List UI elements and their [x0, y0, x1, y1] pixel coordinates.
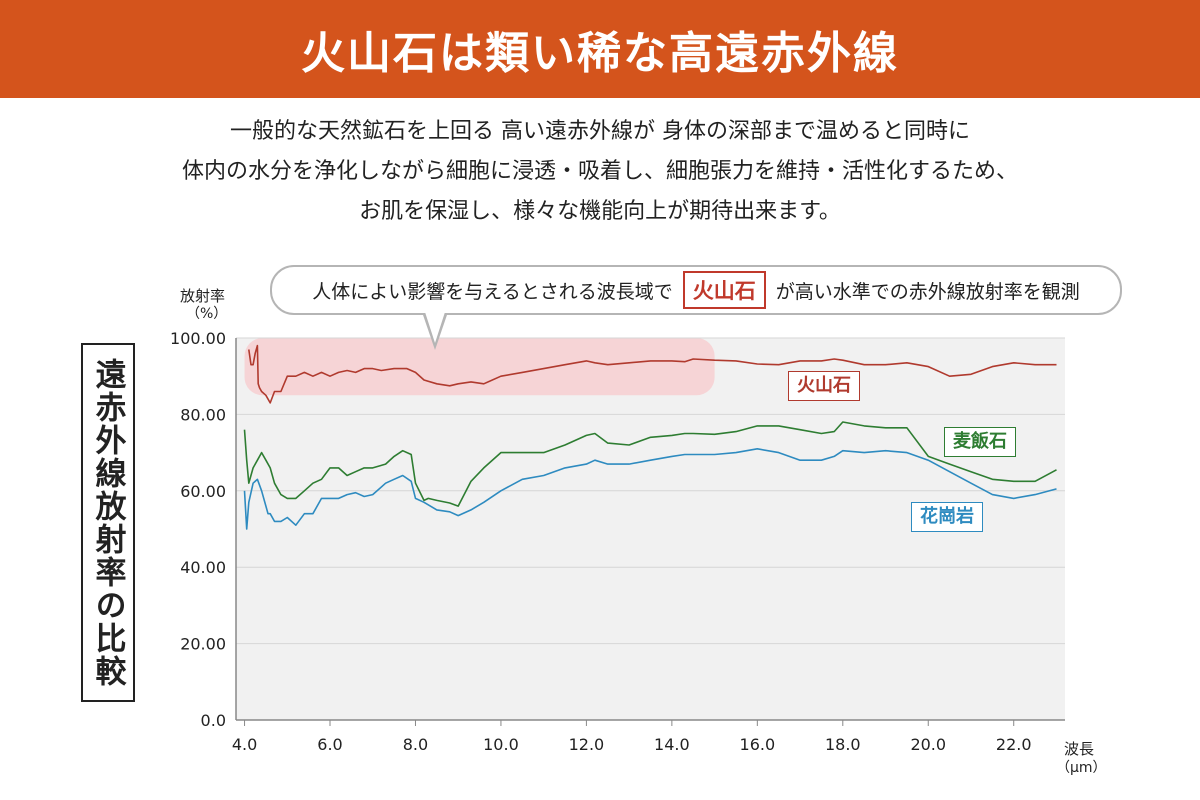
- x-tick-label: 16.0: [740, 735, 776, 754]
- series-label-bakuhan: 麦飯石: [944, 427, 1016, 457]
- x-tick-label: 20.0: [910, 735, 946, 754]
- x-axis-label: 波長: [1064, 740, 1094, 758]
- y-tick-label: 20.00: [180, 635, 226, 654]
- y-tick-label: 0.0: [201, 711, 226, 730]
- callout-highlight: 火山石: [682, 271, 766, 309]
- x-tick-label: 6.0: [317, 735, 342, 754]
- x-tick-label: 10.0: [483, 735, 519, 754]
- series-label-volcanic: 火山石: [788, 371, 860, 401]
- series-label-granite: 花崗岩: [911, 502, 983, 532]
- page-title: 火山石は類い稀な高遠赤外線: [301, 28, 899, 79]
- x-tick-label: 12.0: [569, 735, 605, 754]
- callout-text-before: 人体によい影響を与えるとされる波長域で: [312, 280, 673, 303]
- intro-line: 体内の水分を浄化しながら細胞に浸透・吸着し、細胞張力を維持・活性化するため、: [181, 159, 1018, 184]
- x-tick-label: 4.0: [232, 735, 257, 754]
- intro-text: 一般的な天然鉱石を上回る 高い遠赤外線が 身体の深部まで温めると同時に 体内の水…: [0, 112, 1200, 232]
- x-tick-label: 14.0: [654, 735, 690, 754]
- y-tick-label: 80.00: [180, 405, 226, 424]
- y-tick-label: 40.00: [180, 558, 226, 577]
- y-axis-label: 放射率: [180, 287, 225, 305]
- intro-line: 一般的な天然鉱石を上回る 高い遠赤外線が 身体の深部まで温めると同時に: [230, 119, 970, 144]
- title-banner: 火山石は類い稀な高遠赤外線: [0, 0, 1200, 98]
- x-tick-label: 8.0: [403, 735, 428, 754]
- series-line-0: [248, 344, 1057, 404]
- side-title: 遠赤外線放射率の比較: [89, 357, 126, 688]
- x-tick-label: 18.0: [825, 735, 861, 754]
- x-tick-label: 22.0: [996, 735, 1032, 754]
- x-axis-unit: （μm）: [1056, 760, 1107, 776]
- y-tick-label: 100.00: [170, 329, 226, 348]
- side-title-box: 遠赤外線放射率の比較: [81, 343, 135, 702]
- y-axis-unit: （%）: [186, 306, 227, 322]
- series-line-1: [243, 421, 1057, 507]
- intro-line: お肌を保湿し、様々な機能向上が期待出来ます。: [359, 199, 841, 224]
- callout-text-after: が高い水準での赤外線放射率を観測: [775, 280, 1080, 303]
- series-line-2: [243, 447, 1057, 530]
- callout-bubble: 人体によい影響を与えるとされる波長域で 火山石 が高い水準での赤外線放射率を観測: [270, 265, 1122, 315]
- callout-tail-inner: [425, 312, 445, 343]
- highlight-band: [244, 338, 715, 396]
- y-tick-label: 60.00: [180, 482, 226, 501]
